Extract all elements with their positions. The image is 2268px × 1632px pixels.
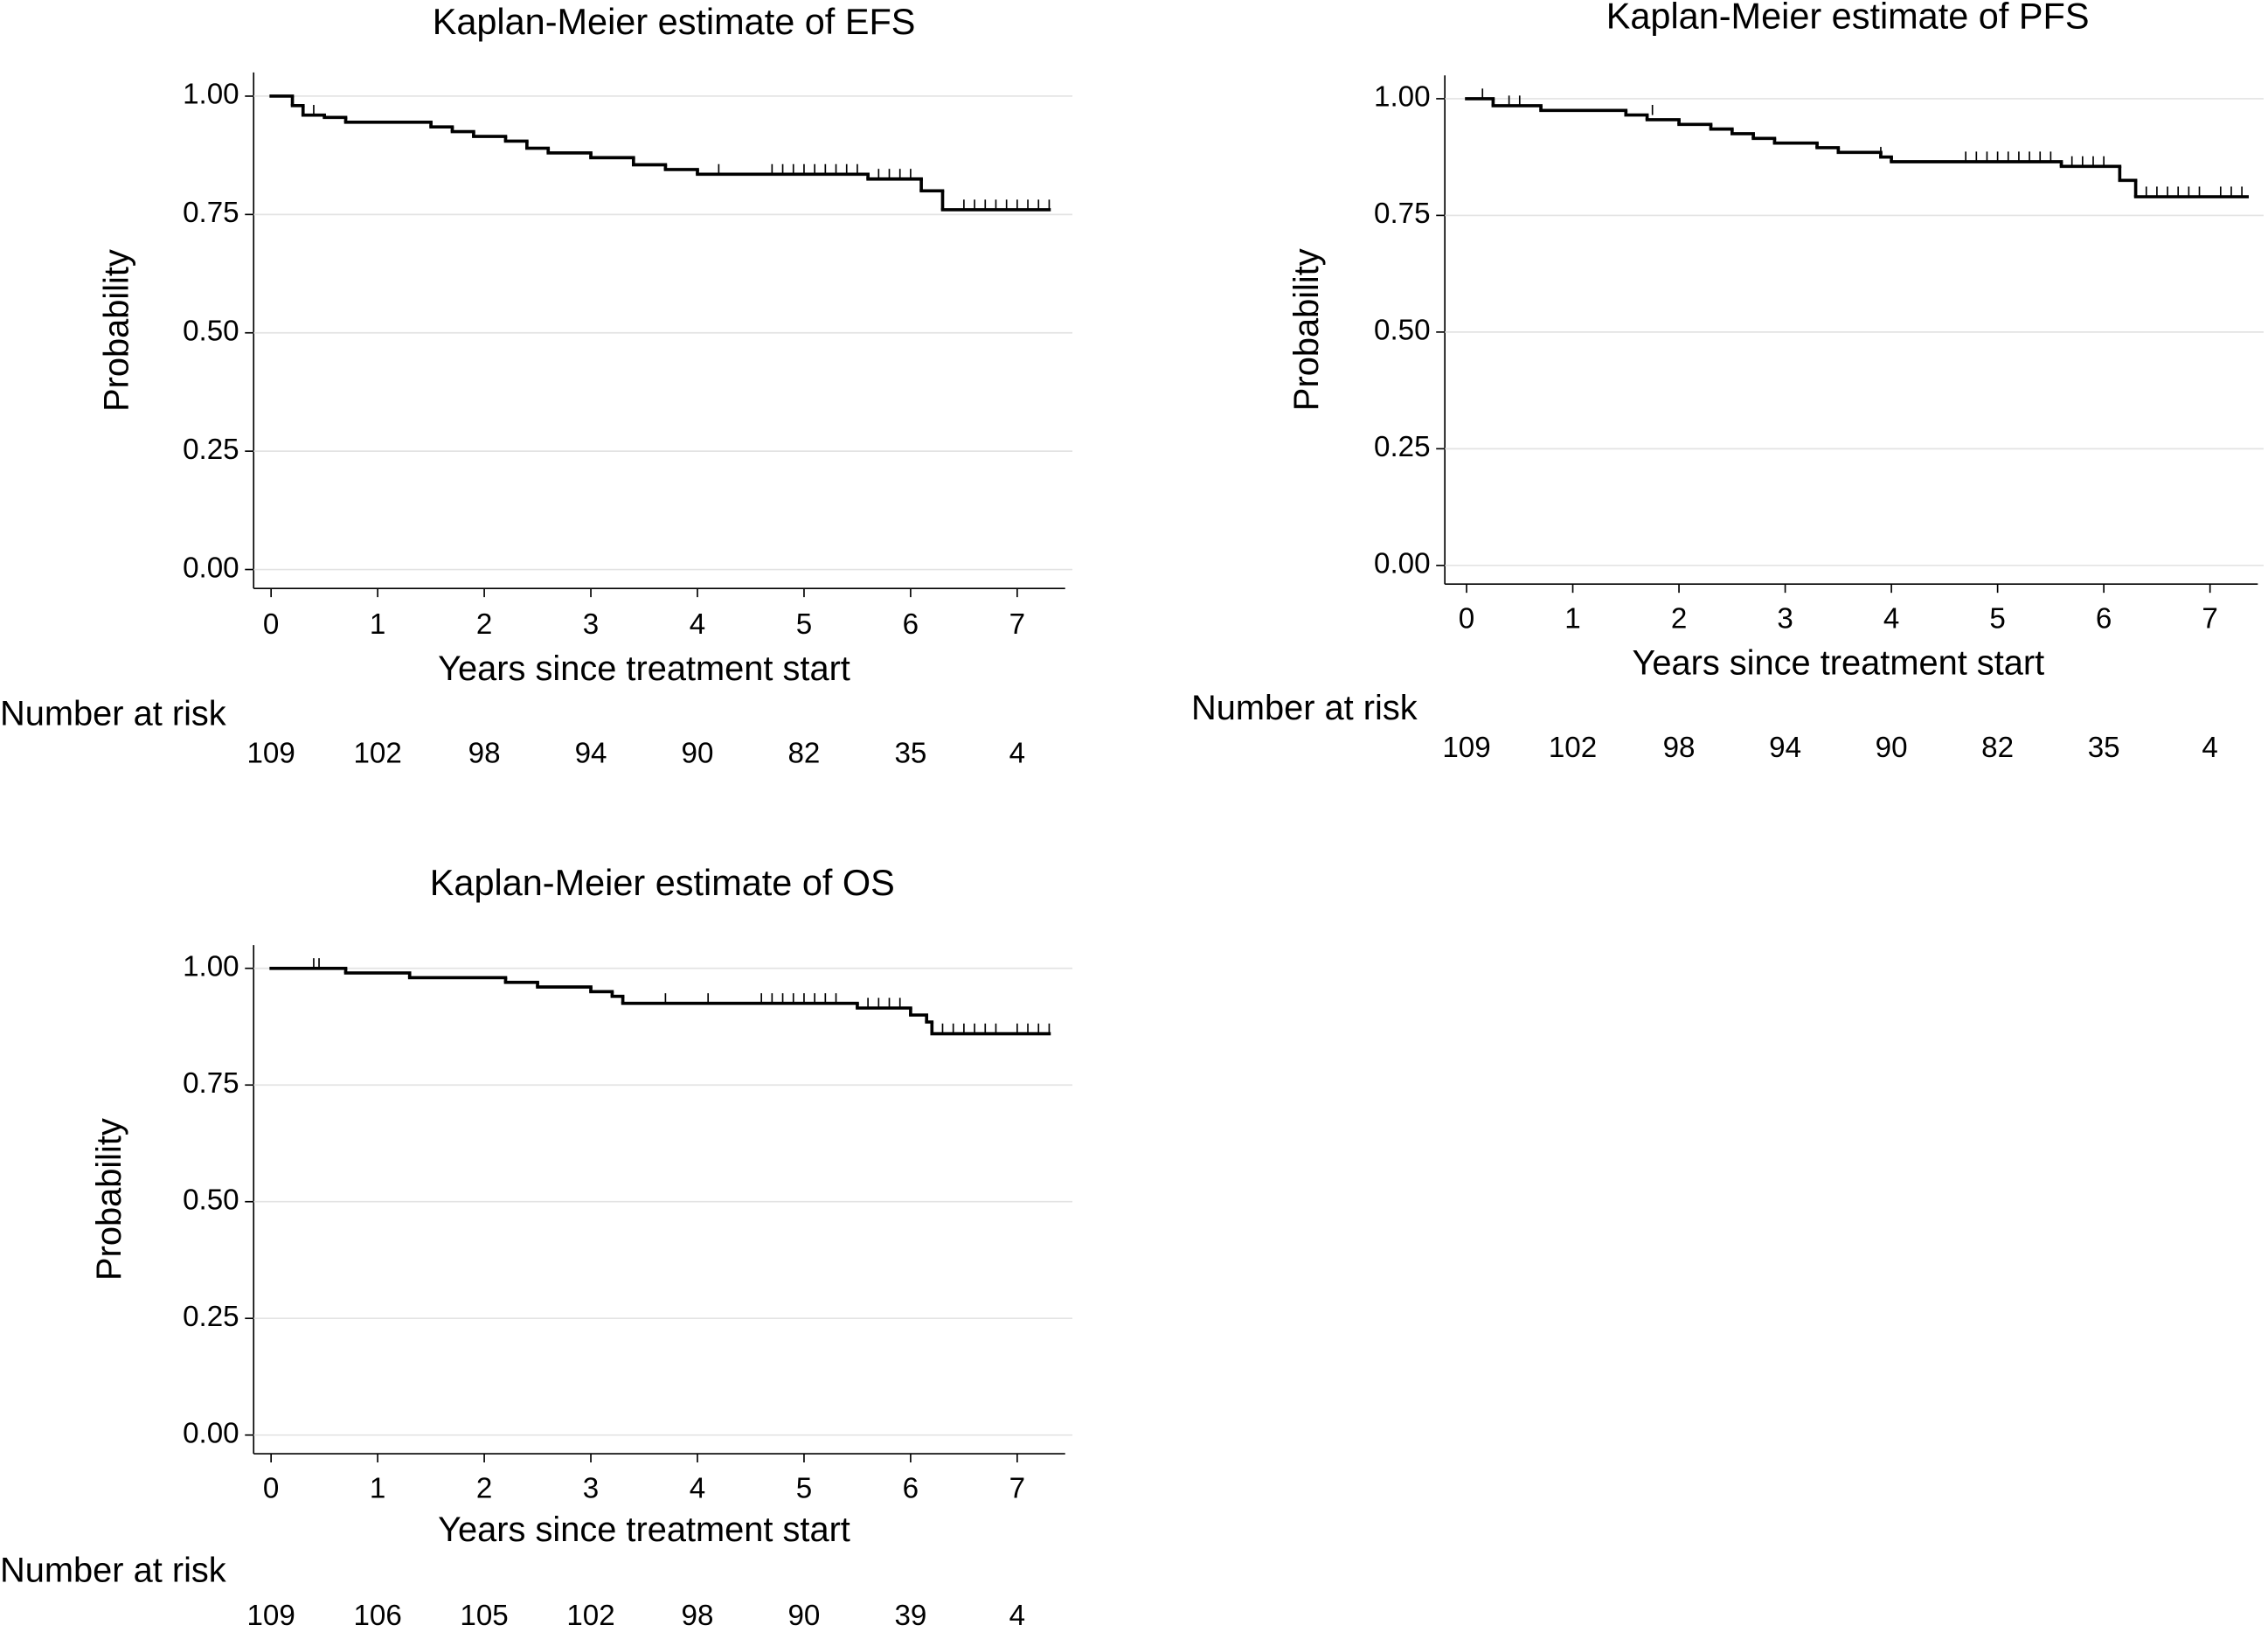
chart-title: Kaplan-Meier estimate of PFS [1606,0,2090,37]
at-risk-number: 90 [682,738,714,770]
x-tick-label: 1 [1564,602,1580,635]
at-risk-number: 105 [460,1600,508,1632]
x-tick-label: 0 [263,608,279,641]
x-tick-label: 2 [476,1472,492,1504]
y-axis-label: Probability [90,1118,128,1281]
at-risk-number: 102 [566,1600,614,1632]
x-tick-label: 1 [370,608,385,641]
x-tick-label: 3 [583,1472,599,1504]
y-tick-label: 0.50 [183,316,239,348]
at-risk-number: 4 [2202,732,2217,764]
y-tick-label: 0.50 [1374,315,1431,347]
y-tick-label: 1.00 [1374,81,1431,114]
at-risk-number: 102 [353,738,401,770]
at-risk-number: 90 [1876,732,1908,764]
x-tick-label: 6 [903,1472,919,1504]
y-tick-label: 0.25 [183,434,239,466]
y-tick-label: 0.75 [183,197,239,229]
x-tick-label: 2 [1671,602,1687,635]
x-axis-label: Years since treatment start [1632,644,2044,683]
y-tick-label: 0.25 [1374,431,1431,463]
at-risk-number: 94 [1769,732,1801,764]
at-risk-number: 39 [894,1600,926,1632]
at-risk-number: 109 [247,738,295,770]
x-axis-label: Years since treatment start [438,649,850,688]
x-tick-label: 2 [476,608,492,641]
x-tick-label: 3 [1777,602,1793,635]
x-tick-label: 7 [1009,608,1025,641]
y-tick-label: 0.75 [1374,198,1431,230]
y-axis-label: Probability [1287,248,1326,411]
at-risk-number: 98 [1663,732,1696,764]
at-risk-number: 98 [682,1600,714,1632]
y-tick-label: 0.00 [1374,548,1431,580]
y-tick-label: 0.50 [183,1184,239,1216]
at-risk-number: 4 [1009,738,1025,770]
x-tick-label: 7 [2202,602,2217,635]
at-risk-number: 106 [353,1600,401,1632]
x-tick-label: 5 [796,1472,812,1504]
y-tick-label: 0.00 [183,1417,239,1449]
at-risk-number: 4 [1009,1600,1025,1632]
x-tick-label: 6 [903,608,919,641]
x-tick-label: 4 [1883,602,1899,635]
y-tick-label: 0.25 [183,1301,239,1333]
risk-table-title: Number at risk [0,1552,226,1590]
y-tick-label: 0.00 [183,552,239,584]
risk-table-title: Number at risk [0,695,226,733]
y-tick-label: 0.75 [183,1067,239,1100]
y-tick-label: 1.00 [183,951,239,983]
risk-table-title: Number at risk [1191,689,1418,727]
x-tick-label: 0 [1459,602,1474,635]
at-risk-number: 109 [1442,732,1490,764]
x-tick-label: 7 [1009,1472,1025,1504]
at-risk-number: 98 [468,738,501,770]
y-tick-label: 1.00 [183,79,239,111]
x-tick-label: 5 [796,608,812,641]
at-risk-number: 35 [2088,732,2120,764]
at-risk-number: 109 [247,1600,295,1632]
at-risk-number: 90 [788,1600,821,1632]
x-tick-label: 4 [690,608,705,641]
at-risk-number: 35 [894,738,926,770]
chart-title: Kaplan-Meier estimate of OS [430,862,895,903]
x-axis-label: Years since treatment start [438,1510,850,1549]
x-tick-label: 6 [2096,602,2112,635]
x-tick-label: 1 [370,1472,385,1504]
at-risk-number: 82 [1981,732,2014,764]
chart-title: Kaplan-Meier estimate of EFS [433,1,916,42]
at-risk-number: 82 [788,738,821,770]
y-axis-label: Probability [98,249,136,412]
at-risk-number: 94 [575,738,607,770]
x-tick-label: 5 [1989,602,2005,635]
at-risk-number: 102 [1549,732,1597,764]
x-tick-label: 0 [263,1472,279,1504]
x-tick-label: 4 [690,1472,705,1504]
x-tick-label: 3 [583,608,599,641]
